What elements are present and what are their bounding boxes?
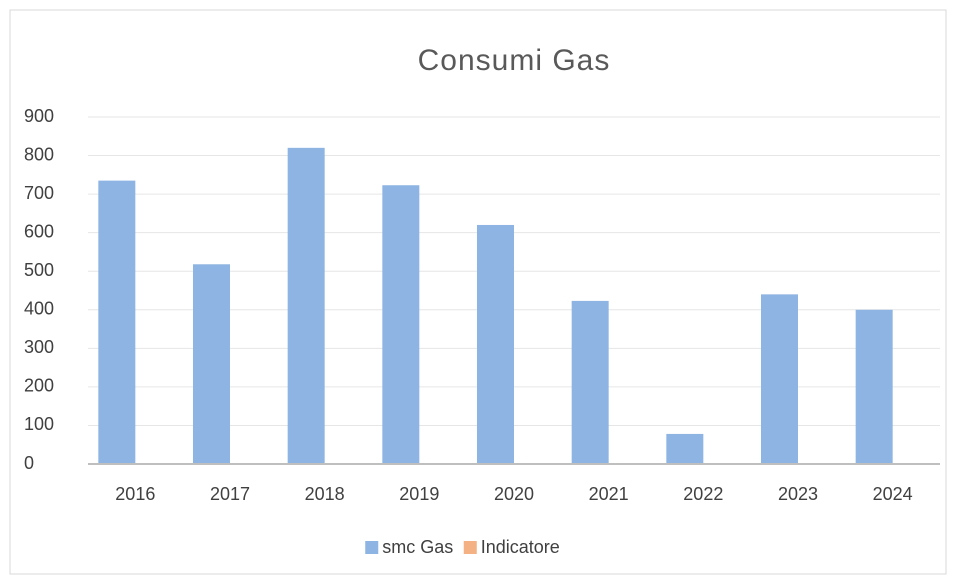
bar [287,147,325,464]
bar [666,433,704,464]
x-tick-label: 2017 [210,484,250,504]
x-tick-label: 2021 [589,484,629,504]
x-tick-label: 2016 [115,484,155,504]
y-tick-label: 600 [24,221,54,241]
y-tick-label: 300 [24,337,54,357]
legend-label: smc Gas [382,537,453,557]
y-tick-label: 0 [24,453,34,473]
bar [855,309,893,464]
x-tick-label: 2024 [873,484,913,504]
y-tick-label: 400 [24,299,54,319]
y-tick-label: 900 [24,106,54,126]
bar [477,224,514,464]
x-tick-label: 2019 [399,484,439,504]
y-tick-label: 200 [24,376,54,396]
bar [382,185,420,464]
chart-title: Consumi Gas [418,44,611,77]
y-tick-label: 700 [24,183,54,203]
y-tick-label: 100 [24,414,54,434]
x-tick-label: 2022 [683,484,723,504]
bar [193,264,230,464]
x-tick-label: 2023 [778,484,818,504]
legend-swatch [463,541,477,554]
y-tick-label: 800 [24,144,54,164]
bar [761,294,798,464]
x-tick-label: 2018 [305,484,345,504]
x-tick-label: 2020 [494,484,534,504]
y-tick-label: 500 [24,260,54,280]
legend-label: Indicatore [481,537,560,557]
bar [571,300,609,464]
legend-swatch [365,541,379,554]
bar [98,180,136,464]
